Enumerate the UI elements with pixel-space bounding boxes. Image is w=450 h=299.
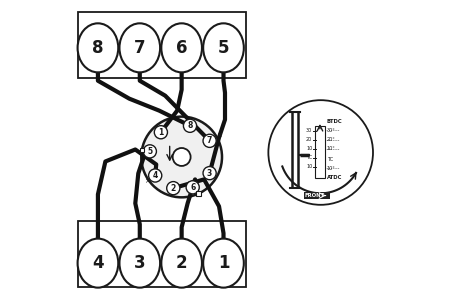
Bar bbox=[78, 12, 246, 78]
Text: 5: 5 bbox=[218, 39, 229, 57]
Circle shape bbox=[203, 167, 216, 180]
Bar bbox=[78, 221, 246, 287]
Text: TC: TC bbox=[306, 155, 312, 160]
Text: 4: 4 bbox=[92, 254, 104, 272]
Ellipse shape bbox=[203, 239, 244, 288]
Bar bbox=[196, 191, 201, 196]
Circle shape bbox=[166, 181, 180, 195]
Text: BTDC: BTDC bbox=[327, 119, 342, 123]
Text: 10: 10 bbox=[306, 164, 312, 169]
Ellipse shape bbox=[77, 23, 118, 72]
Circle shape bbox=[148, 169, 162, 182]
Text: 20: 20 bbox=[306, 137, 312, 142]
Text: 3: 3 bbox=[207, 169, 212, 178]
Ellipse shape bbox=[119, 23, 160, 72]
Text: ×: × bbox=[144, 179, 149, 184]
Circle shape bbox=[141, 117, 222, 197]
Ellipse shape bbox=[203, 23, 244, 72]
Text: 6: 6 bbox=[176, 39, 187, 57]
Text: 8: 8 bbox=[187, 121, 193, 130]
Text: 2: 2 bbox=[176, 254, 188, 272]
Circle shape bbox=[268, 100, 373, 205]
Text: 10°: 10° bbox=[327, 147, 335, 151]
Text: 7: 7 bbox=[134, 39, 146, 57]
Text: ×: × bbox=[216, 132, 221, 139]
Circle shape bbox=[143, 145, 157, 158]
Ellipse shape bbox=[161, 239, 202, 288]
Ellipse shape bbox=[77, 239, 118, 288]
Circle shape bbox=[203, 134, 216, 147]
Ellipse shape bbox=[119, 239, 160, 288]
Circle shape bbox=[186, 181, 199, 194]
Text: 20°: 20° bbox=[327, 138, 335, 142]
Text: 5: 5 bbox=[147, 147, 153, 156]
Text: 8: 8 bbox=[92, 39, 104, 57]
Text: 1: 1 bbox=[158, 128, 163, 137]
Text: 30: 30 bbox=[306, 128, 312, 133]
Bar bbox=[304, 192, 330, 199]
Bar bbox=[315, 126, 325, 178]
Text: 4: 4 bbox=[153, 171, 158, 180]
Circle shape bbox=[154, 126, 167, 139]
Text: 10°: 10° bbox=[327, 166, 335, 170]
Text: TC: TC bbox=[327, 157, 333, 161]
Text: 1: 1 bbox=[218, 254, 229, 272]
Circle shape bbox=[184, 119, 197, 132]
Ellipse shape bbox=[161, 23, 202, 72]
Bar bbox=[140, 148, 144, 152]
Text: 7: 7 bbox=[207, 136, 212, 145]
Circle shape bbox=[173, 148, 191, 166]
Text: 10: 10 bbox=[306, 146, 312, 151]
Text: ATDC: ATDC bbox=[327, 176, 342, 180]
Text: 3: 3 bbox=[134, 254, 146, 272]
Text: 30°: 30° bbox=[327, 128, 335, 132]
Text: 6: 6 bbox=[190, 183, 195, 192]
Text: FRONT: FRONT bbox=[305, 193, 325, 198]
Text: 2: 2 bbox=[171, 184, 176, 193]
